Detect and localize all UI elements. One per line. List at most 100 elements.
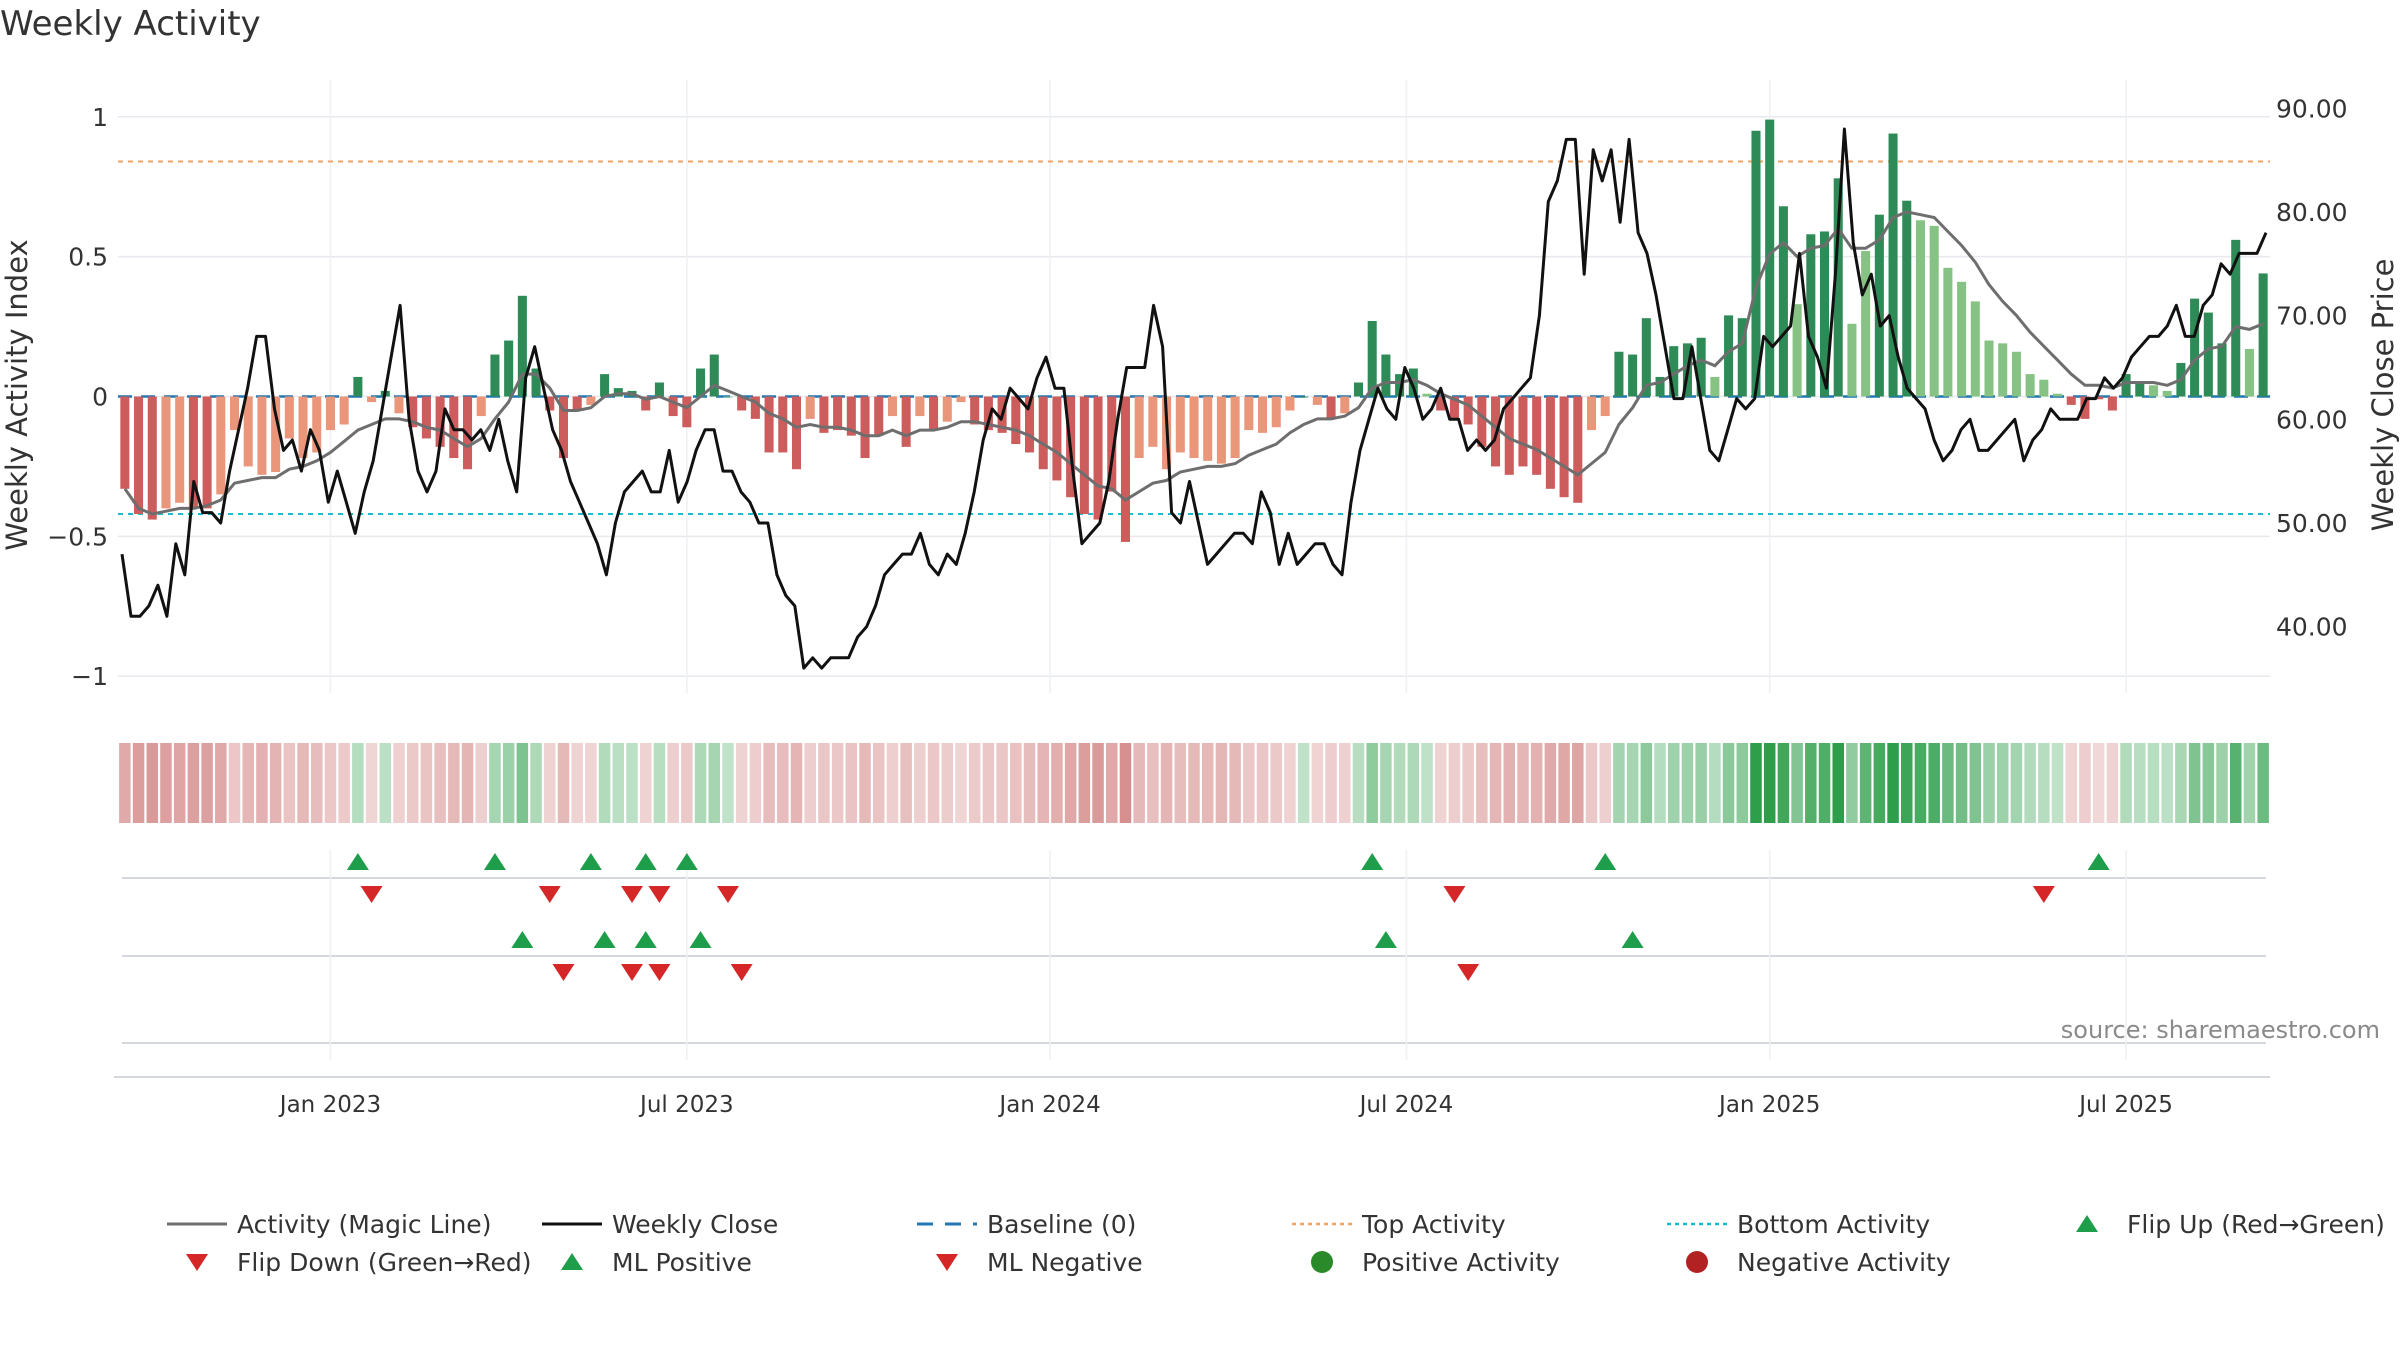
activity-bar [915,396,925,417]
heat-strip-cell [1599,743,1611,823]
activity-bar [833,396,843,431]
heat-strip-cell [1763,743,1776,823]
heat-strip-cell [612,743,625,823]
activity-bar [1778,206,1788,397]
heat-strip-cell [1517,743,1529,823]
activity-bar [1285,396,1295,411]
activity-bar [1929,225,1939,397]
activity-bar [1134,396,1144,459]
heat-strip-cell [406,743,419,823]
heat-strip-cell [872,743,885,823]
flip-up-marker [1361,853,1384,870]
heat-strip-cell [2134,743,2146,823]
legend-label: Weekly Close [612,1210,778,1239]
heat-strip-cell [434,743,446,823]
heat-strip-cell [1339,743,1351,823]
left-tick-label: 1 [92,103,108,132]
right-axis-label: Weekly Close Price [2366,259,2400,532]
heat-strip-cell [927,743,940,823]
legend-label: Activity (Magic Line) [237,1210,491,1239]
activity-bar [860,396,870,459]
heat-strip-cell [1256,743,1269,823]
activity-bar [983,396,993,431]
heat-strip-cell [941,743,954,823]
ml-negative-marker [1457,964,1480,981]
ml-negative-marker [552,964,575,981]
activity-bar [147,396,157,520]
flip-down-marker [648,886,671,903]
legend-item: Bottom Activity [1667,1210,1930,1239]
legend-triangle-up-icon [2076,1215,2098,1232]
flip-down-marker [360,886,383,903]
heat-strip-cell [1297,743,1310,823]
activity-bar [2039,379,2049,397]
activity-bar [558,396,569,459]
activity-bar [1120,396,1130,542]
heat-strip-cell [1572,743,1584,823]
activity-bar [339,396,349,425]
activity-bar [1312,396,1322,405]
activity-bar [257,396,267,475]
heat-strip-cell [1955,743,1968,823]
activity-bar [188,396,198,509]
right-tick-label: 60.00 [2276,405,2348,434]
heat-strip-cell [1613,743,1625,823]
activity-bar [1600,396,1610,417]
heat-strip-cell [1805,743,1817,823]
activity-bar [2053,393,2063,397]
heat-strip-cell [132,743,145,823]
activity-bar [1902,200,1912,397]
activity-bar [1655,376,1665,397]
heat-strip-cell [338,743,350,823]
chart-title: Weekly Activity [0,4,261,44]
heat-strip-cell [557,743,570,823]
heat-strip-cell [1667,743,1680,823]
activity-bar [586,396,596,405]
flip-up-marker [634,853,657,870]
activity-bar [1545,396,1555,489]
activity-bar [1792,304,1802,397]
left-tick-label: 0 [92,383,108,412]
reference-lines [118,160,2270,515]
heat-strip-cell [1023,743,1036,823]
heat-strip-cell [1901,743,1913,823]
activity-bar [271,396,281,473]
legend-label: Negative Activity [1737,1248,1951,1277]
left-tick-label: −0.5 [47,522,108,551]
activity-bar [956,396,966,403]
activity-bar [1957,281,1967,397]
heat-strip-cell [1681,743,1694,823]
activity-bar [600,374,610,397]
activity-bar [312,396,322,453]
heat-strip-cell [2202,743,2215,823]
right-tick-label: 70.00 [2276,302,2348,331]
activity-bar [1175,396,1185,453]
heat-strip-cell [1654,743,1666,823]
legend-label: Baseline (0) [987,1210,1136,1239]
heat-strip-cell [1215,743,1228,823]
ml-positive-marker [634,931,657,948]
activity-bar [1422,393,1432,397]
activity-bar [1107,396,1117,492]
heat-strip-cell [1640,743,1653,823]
heat-strip-cell [777,743,789,823]
legend-circle-icon [1311,1251,1333,1273]
heat-strip-cell [1380,743,1392,823]
activity-bar [120,396,130,489]
heat-strip-cell [914,743,926,823]
heat-strip-cell [1626,743,1639,823]
heat-strip-cell [324,743,337,823]
activity-bar [1449,396,1459,419]
activity-bar [1079,396,1089,514]
heat-strip-cell [2106,743,2119,823]
heat-strip-cell [1010,743,1022,823]
activity-bar [709,354,719,397]
right-tick-label: 40.00 [2276,613,2348,642]
ml-negative-marker [621,964,644,981]
heat-strip-cell [2229,743,2242,823]
heat-strip-cell [639,743,652,823]
flip-down-marker [2032,886,2055,903]
heat-strip-cell [1243,743,1255,823]
activity-bar [2066,396,2076,405]
